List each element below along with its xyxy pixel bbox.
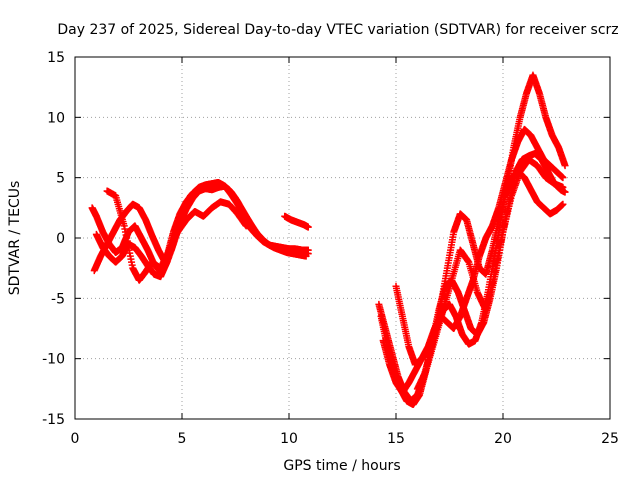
data-points (88, 71, 569, 409)
x-axis-label: GPS time / hours (283, 458, 400, 474)
y-axis-label: SDTVAR / TECUs (7, 181, 23, 296)
y-tick-label: 15 (47, 50, 65, 66)
series-t8 (379, 168, 567, 396)
y-tick-label: -10 (42, 352, 65, 368)
series-t4 (103, 187, 250, 284)
x-tick-label: 15 (387, 431, 405, 447)
data-point-marker (561, 162, 569, 170)
y-tick-label: 0 (56, 231, 65, 247)
series-t5 (281, 212, 312, 231)
y-tick-label: 10 (47, 110, 65, 126)
y-tick-label: -5 (51, 291, 65, 307)
data-point-marker (561, 188, 569, 196)
data-point-marker (304, 250, 312, 258)
x-tick-labels: 0 5 10 15 20 25 (71, 431, 619, 447)
y-tick-labels: 15 10 5 0 -5 -10 -15 (42, 50, 65, 428)
data-point-marker (559, 200, 567, 208)
series-t3 (92, 182, 312, 281)
x-tick-label: 25 (601, 431, 619, 447)
x-tick-label: 5 (178, 431, 187, 447)
data-point-marker (242, 222, 250, 230)
data-point-marker (304, 223, 312, 231)
x-tick-label: 20 (494, 431, 512, 447)
x-tick-label: 10 (280, 431, 298, 447)
y-tick-label: -15 (42, 412, 65, 428)
chart-title: Day 237 of 2025, Sidereal Day-to-day VTE… (57, 22, 618, 38)
x-tick-label: 0 (71, 431, 80, 447)
y-tick-label: 5 (56, 171, 65, 187)
